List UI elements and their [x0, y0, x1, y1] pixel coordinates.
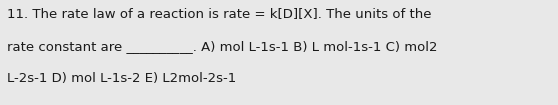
- Text: rate constant are __________. A) mol L-1s-1 B) L mol-1s-1 C) mol2: rate constant are __________. A) mol L-1…: [7, 40, 437, 53]
- Text: L-2s-1 D) mol L-1s-2 E) L2mol-2s-1: L-2s-1 D) mol L-1s-2 E) L2mol-2s-1: [7, 72, 236, 85]
- Text: 11. The rate law of a reaction is rate = k[D][X]. The units of the: 11. The rate law of a reaction is rate =…: [7, 7, 431, 20]
